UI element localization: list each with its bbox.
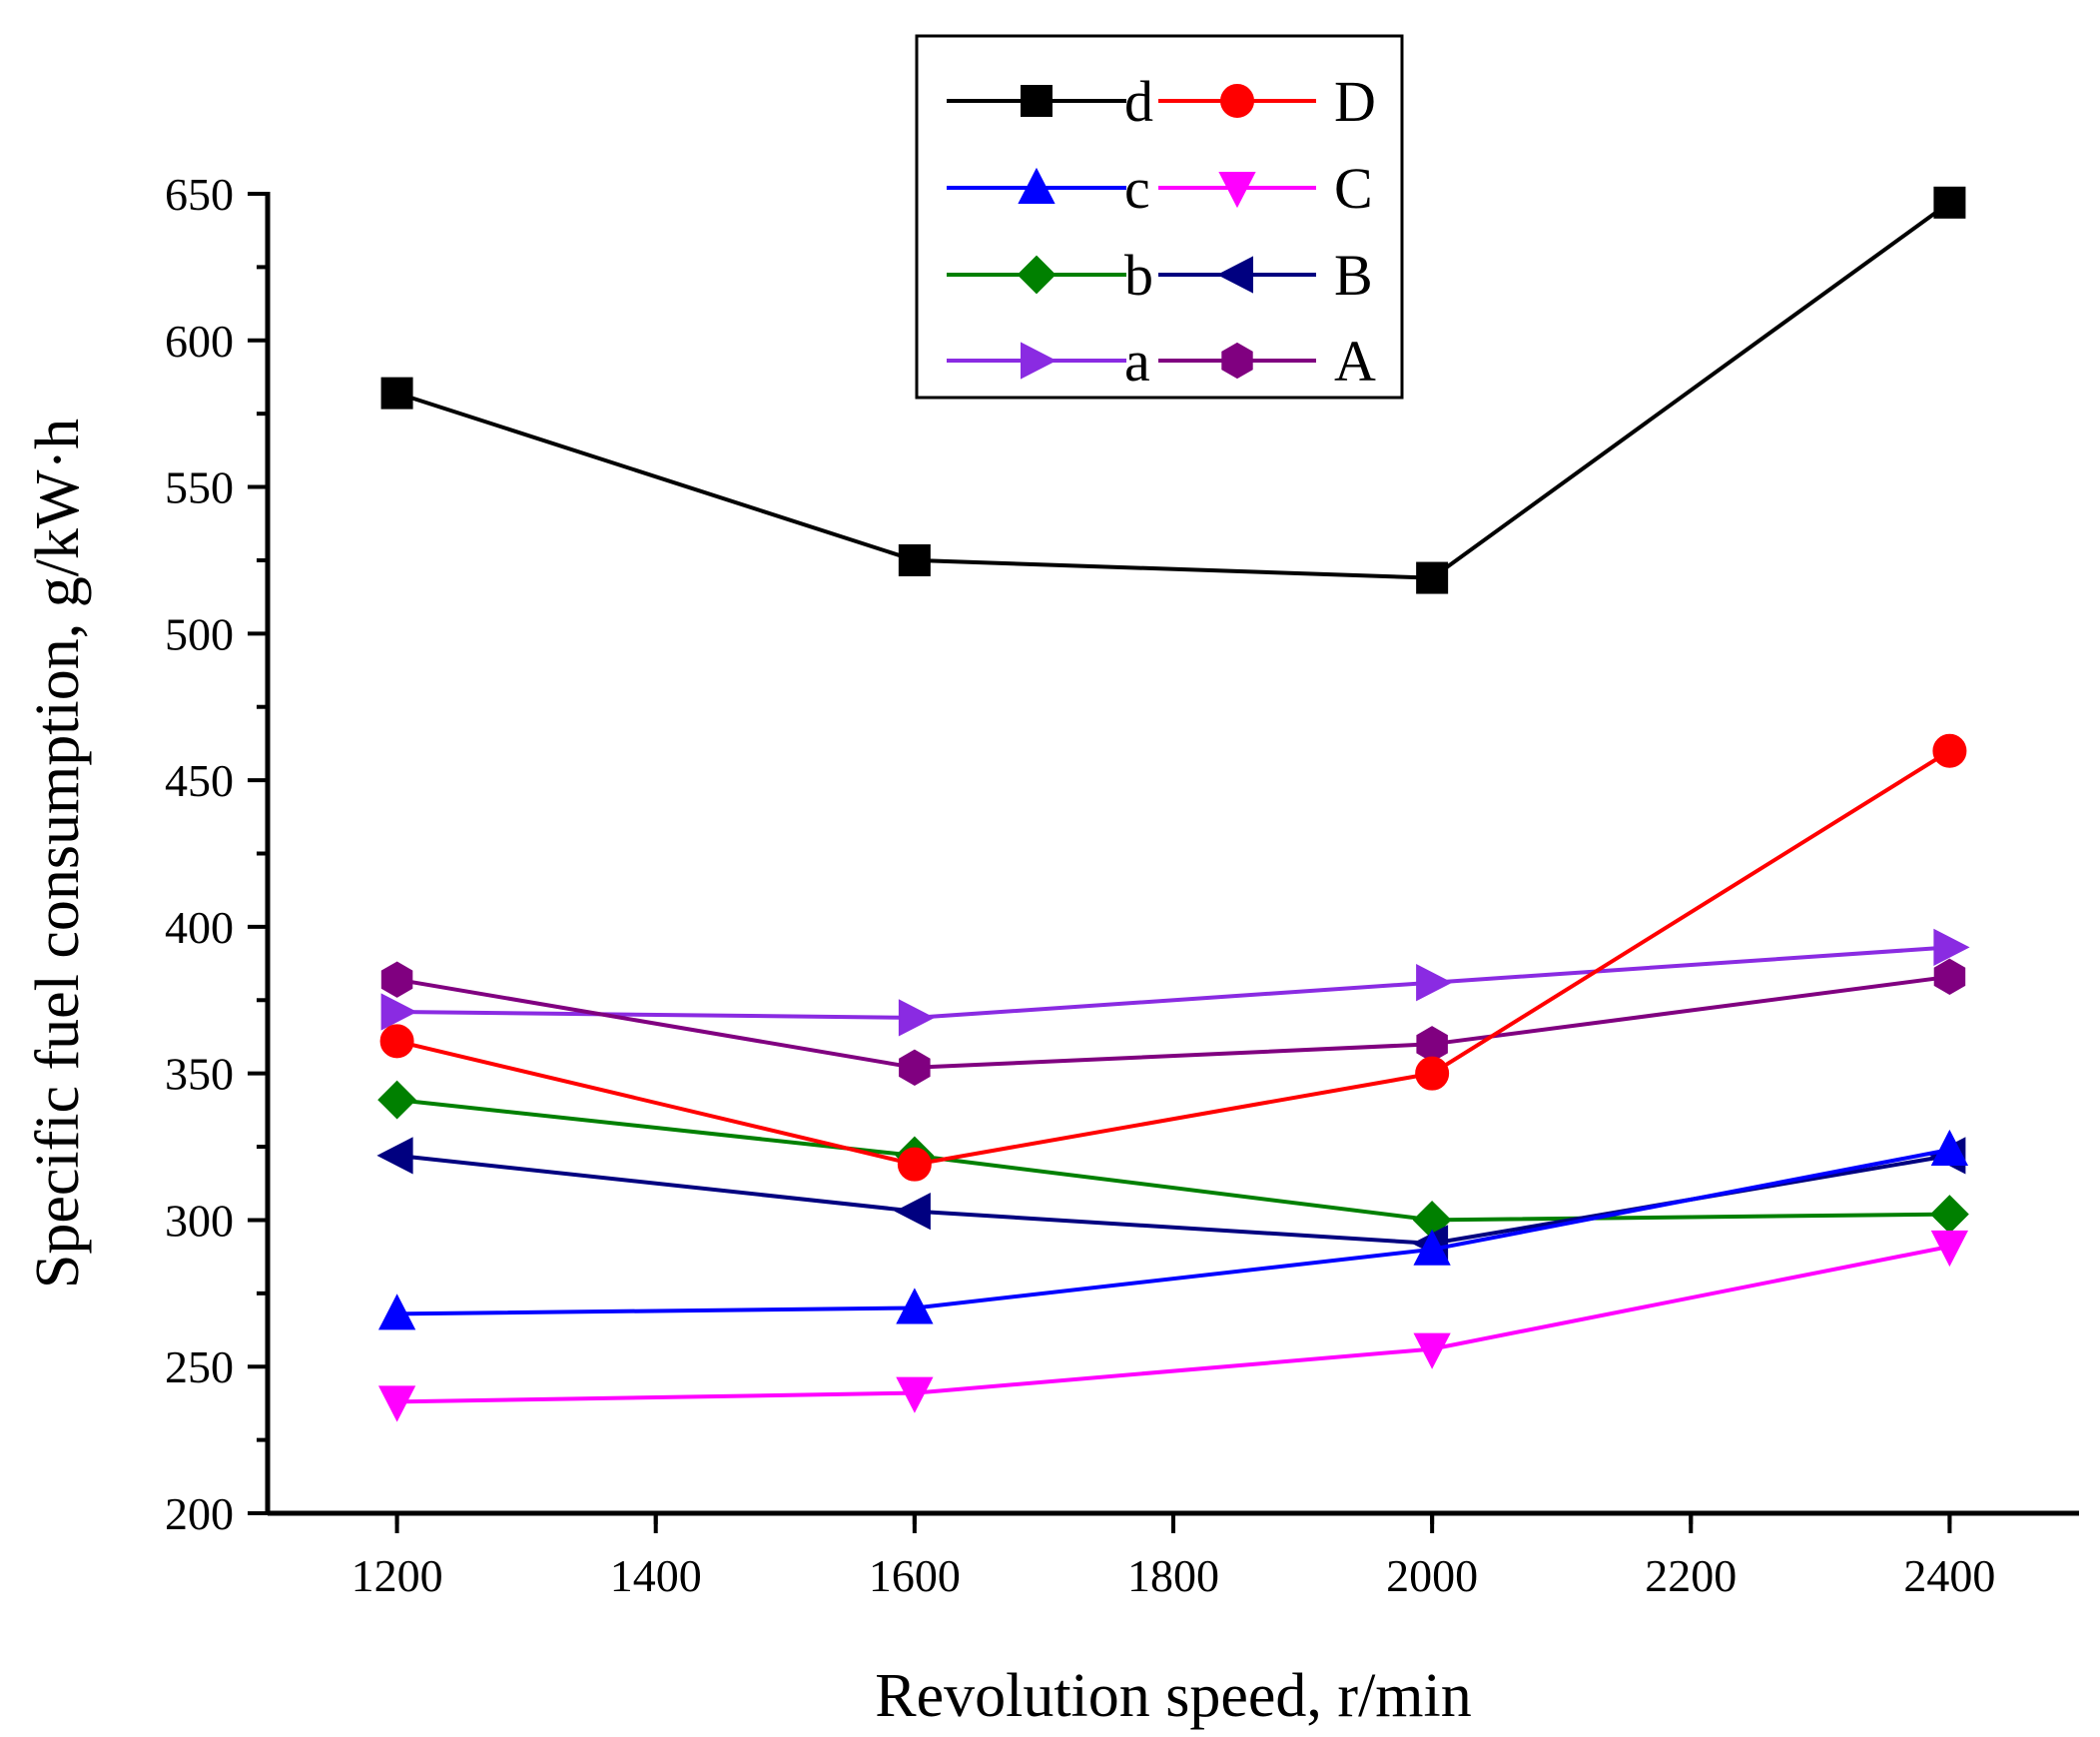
data-point-a [1933, 928, 1970, 967]
legend-label: C [1334, 156, 1373, 221]
series-B [376, 1137, 1966, 1263]
series-line-a [396, 945, 1950, 1020]
series-layer [376, 186, 1970, 1422]
series-line-B [396, 1153, 1950, 1246]
series-C [377, 1230, 1969, 1422]
legend-box [915, 34, 1404, 400]
data-point-C [377, 1385, 416, 1422]
data-point-D [897, 1147, 932, 1182]
data-point-A [899, 1049, 931, 1086]
data-point-c [377, 1294, 416, 1330]
legend-item-D: D [1158, 69, 1376, 134]
legend-label: d [1124, 69, 1153, 134]
data-point-B [894, 1192, 931, 1231]
data-point-A [380, 961, 413, 998]
series-line-d [395, 201, 1951, 580]
data-point-D [1415, 1056, 1450, 1091]
legend-marker-a [1021, 342, 1057, 380]
y-tick-label: 650 [165, 169, 234, 220]
data-point-C [1413, 1332, 1451, 1369]
series-d [380, 186, 1966, 594]
data-point-c [1930, 1129, 1969, 1166]
legend-marker-c [1018, 167, 1055, 204]
legend-marker-b [1017, 255, 1056, 295]
y-tick-label: 450 [165, 755, 234, 806]
data-point-b [377, 1080, 417, 1120]
legend-item-C: C [1158, 156, 1373, 221]
data-point-A [1933, 958, 1966, 995]
series-line-c [396, 1148, 1950, 1316]
data-point-d [898, 543, 931, 576]
data-point-c [896, 1288, 934, 1324]
legend-label: A [1334, 329, 1376, 394]
data-point-c [1413, 1229, 1451, 1266]
series-line-b [396, 1098, 1950, 1223]
y-tick-label: 350 [165, 1049, 234, 1100]
data-point-B [376, 1137, 413, 1175]
y-axis-title: Specific fuel consumption, g/kW·h [24, 419, 92, 1289]
data-point-D [1932, 733, 1967, 768]
legend-marker-D [1220, 84, 1254, 118]
legend-marker-A [1221, 342, 1253, 380]
y-tick-label: 400 [165, 902, 234, 953]
series-b [377, 1080, 1969, 1240]
series-a [380, 928, 1970, 1037]
legend-label: c [1124, 156, 1150, 221]
legend-item-B: B [1158, 243, 1373, 308]
legend-label: B [1334, 243, 1373, 308]
y-tick-label: 200 [165, 1488, 234, 1539]
legend-label: a [1124, 329, 1150, 394]
x-tick-label: 1200 [351, 1550, 443, 1601]
data-point-a [1416, 964, 1453, 1002]
series-line-C [396, 1244, 1950, 1404]
data-point-d [380, 377, 413, 410]
data-point-a [898, 999, 936, 1037]
legend-label: b [1124, 243, 1153, 308]
y-tick-label: 550 [165, 462, 234, 513]
legend-marker-C [1218, 172, 1256, 209]
data-point-d [1933, 186, 1966, 219]
data-point-b [1929, 1195, 1969, 1235]
y-tick-label: 300 [165, 1195, 234, 1246]
series-A [380, 958, 1966, 1086]
data-point-A [1416, 1026, 1448, 1063]
legend-item-b: b [947, 243, 1153, 308]
series-line-D [396, 749, 1951, 1167]
x-tick-label: 1400 [610, 1550, 702, 1601]
x-tick-label: 2200 [1645, 1550, 1737, 1601]
legend-item-c: c [947, 156, 1150, 221]
data-point-C [896, 1376, 934, 1413]
legend-label: D [1334, 69, 1376, 134]
axes: 1200 1400 1600 1800 2000 2200 2400 200 250 300 350… [165, 169, 2079, 1601]
legend-item-d: d [947, 69, 1153, 134]
legend-marker-B [1216, 256, 1253, 294]
x-tick-label: 2000 [1386, 1550, 1478, 1601]
legend-marker-d [1021, 85, 1052, 117]
data-point-d [1416, 561, 1449, 594]
series-D [379, 733, 1967, 1182]
data-point-C [1930, 1230, 1969, 1268]
x-tick-label: 1800 [1127, 1550, 1219, 1601]
legend-item-a: a [947, 329, 1150, 394]
series-line-A [396, 974, 1950, 1070]
y-tick-label: 600 [165, 316, 234, 367]
y-tick-label: 500 [165, 608, 234, 659]
legend-item-A: A [1158, 329, 1376, 394]
x-tick-label: 2400 [1903, 1550, 1995, 1601]
data-point-a [380, 993, 417, 1031]
x-tick-label: 1600 [869, 1550, 961, 1601]
x-axis-title: Revolution speed, r/min [875, 1662, 1472, 1730]
series-c [377, 1129, 1969, 1330]
legend: d Dc Cb Ba A [915, 34, 1404, 400]
data-point-D [379, 1024, 414, 1059]
y-tick-label: 250 [165, 1341, 234, 1392]
